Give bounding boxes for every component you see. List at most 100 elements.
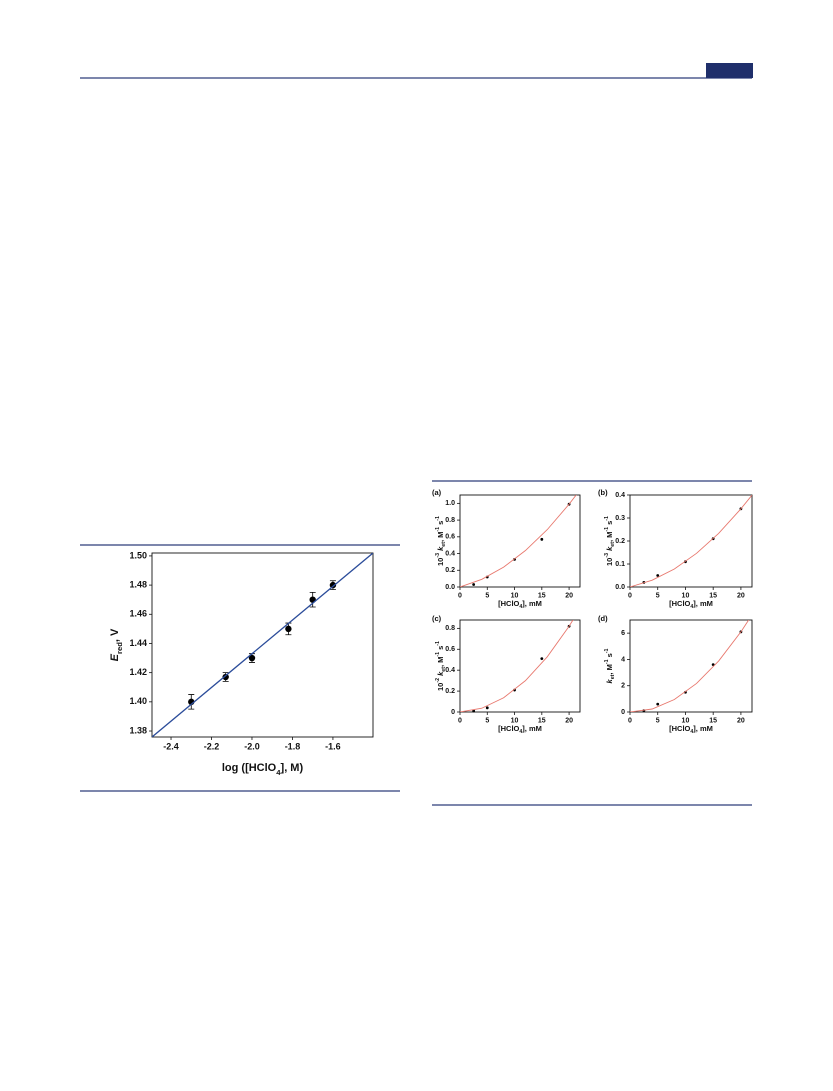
label-part: -3 [435,553,441,558]
y-tick-label: 1.44 [129,638,147,648]
label-part: , M [436,532,445,542]
data-point [248,654,256,662]
label-part: ], mM [522,599,542,608]
y-tick-label: 0.3 [615,515,625,522]
axis-label: Ered, V [109,628,124,661]
y-tick-label: 2 [621,683,625,690]
header-tab [706,63,753,78]
label-part: ], mM [693,599,713,608]
label-part: et [610,674,616,679]
y-tick-label: 4 [621,656,625,663]
axis-label: [HClO4], mM [498,599,542,610]
label-part: -2 [435,678,441,683]
y-tick-label: 0.6 [445,646,455,653]
y-tick-label: 0.1 [615,561,625,568]
y-tick-label: 1.42 [129,667,147,677]
y-tick-label: 1.38 [129,725,147,735]
fit-line [460,495,577,587]
label-part: -1 [604,659,610,664]
x-tick-label: 20 [565,718,573,725]
label-part: 10 [605,558,614,566]
plot-frame [151,552,374,738]
label-part: -1 [604,648,610,653]
label-part: 4 [519,729,522,735]
y-tick-label: 0.0 [615,584,625,591]
x-tick-label: 5 [656,718,660,725]
y-tick-label: 1.40 [129,696,147,706]
x-tick-label: 5 [485,718,489,725]
x-tick-label: 5 [485,593,489,600]
y-tick-label: 0.2 [445,688,455,695]
x-tick-label: 10 [682,593,690,600]
label-part: -1 [604,527,610,532]
x-tick-label: 0 [628,718,632,725]
y-tick-label: 0.4 [615,492,625,499]
data-point [285,625,292,633]
label-part: 4 [690,604,693,610]
x-tick-label: 0 [628,593,632,600]
x-tick-label: 10 [511,593,519,600]
y-tick-label: 6 [621,630,625,637]
label-part: et [610,542,616,547]
data-point [472,583,476,586]
y-tick-label: 1.48 [129,579,147,589]
data-point [329,581,337,589]
plot-frame [459,619,581,713]
fit-line [630,620,750,712]
x-tick-label: 0 [458,718,462,725]
label-part: 4 [690,729,693,735]
panel-label: (d) [598,614,608,623]
x-tick-label: 5 [656,593,660,600]
y-tick-label: 1.46 [129,609,147,619]
x-tick-label: -2.4 [163,742,179,752]
panel-label: (a) [432,488,442,497]
y-tick-label: 1.0 [445,500,455,507]
axis-label: 10-2 ket, M-1 s-1 [435,641,447,691]
axis-label: [HClO4], mM [669,724,713,735]
y-tick-label: 0 [451,709,455,716]
label-part: -1 [435,516,441,521]
label-part: 10 [436,683,445,691]
fit-line [460,620,574,712]
x-tick-label: 20 [737,593,745,600]
label-part: 4 [276,768,281,777]
label-part: -1 [435,641,441,646]
y-tick-label: 1.50 [129,550,147,560]
y-tick-label: 0.2 [445,567,455,574]
axis-label: [HClO4], mM [498,724,542,735]
label-part: [HClO [498,599,519,608]
y-tick-label: 0.6 [445,534,455,541]
label-part: s [436,521,445,527]
data-point [222,673,229,681]
label-part: -1 [435,527,441,532]
panel-label: (c) [432,614,442,623]
x-tick-label: 20 [737,718,745,725]
data-point [540,657,544,661]
x-tick-label: -1.8 [285,742,301,752]
y-tick-label: 0.8 [445,625,455,632]
x-tick-label: 0 [458,593,462,600]
x-tick-label: 10 [682,718,690,725]
label-part: log ([HClO [222,762,277,774]
y-tick-label: 0 [621,709,625,716]
label-part: [HClO [498,724,519,733]
label-part: 4 [519,604,522,610]
label-part: k [605,546,614,553]
plot-frame [459,494,581,588]
x-tick-label: 15 [709,718,717,725]
x-tick-label: -1.6 [325,742,341,752]
x-tick-label: 15 [709,593,717,600]
label-part: k [436,546,445,553]
label-part: E [109,653,121,661]
y-tick-label: 0.4 [445,667,455,674]
axis-label: log ([HClO4], M) [222,762,304,777]
label-part: [HClO [669,599,690,608]
x-tick-label: 15 [538,593,546,600]
y-tick-label: 0.8 [445,517,455,524]
label-part: -1 [604,516,610,521]
x-tick-label: 15 [538,718,546,725]
label-part: ], mM [522,724,542,733]
data-point [656,702,660,706]
label-part: s [605,521,614,527]
